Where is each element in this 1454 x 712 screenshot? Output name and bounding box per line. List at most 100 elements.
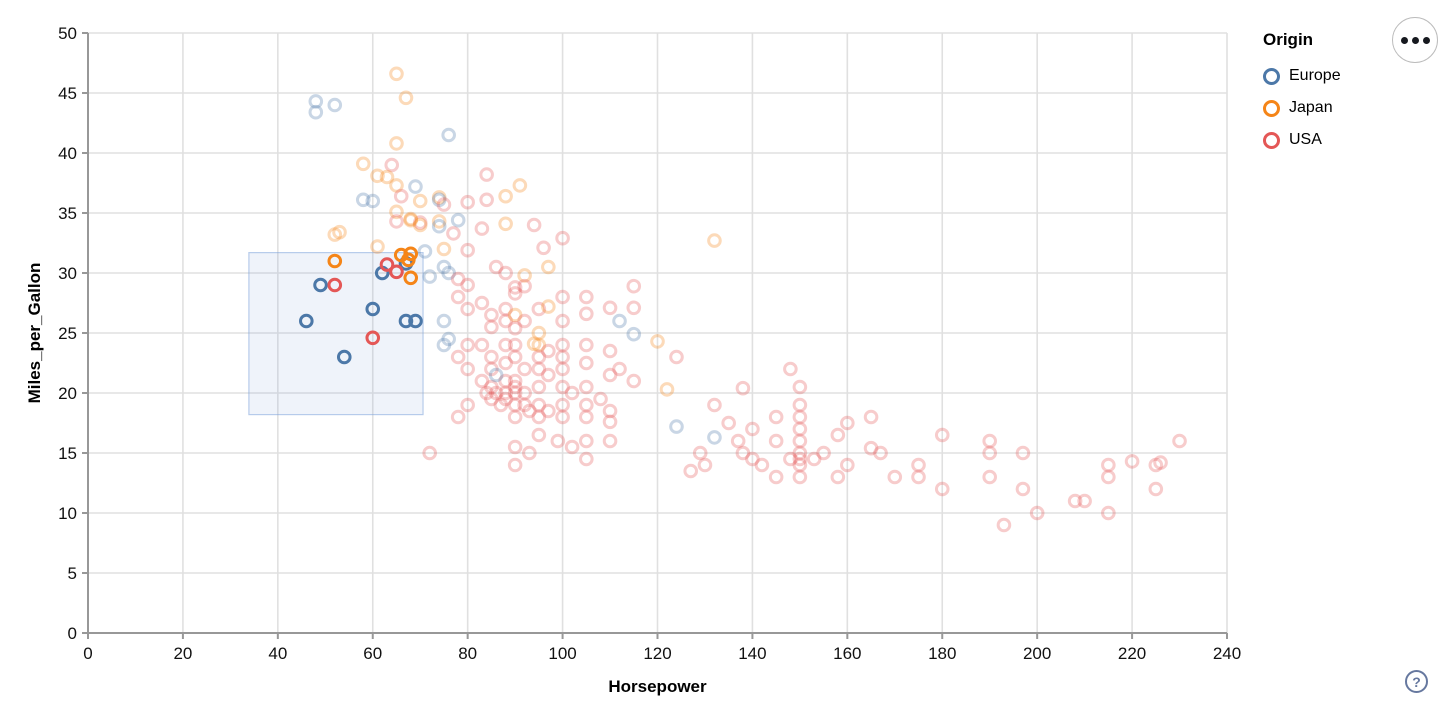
- scatter-point: [484, 379, 499, 395]
- scatter-point: [602, 414, 618, 430]
- scatter-point: [526, 217, 542, 233]
- scatter-point: [626, 300, 642, 316]
- scatter-point: [806, 451, 822, 467]
- scatter-point: [332, 224, 347, 240]
- scatter-point: [507, 286, 523, 301]
- scatter-point: [488, 385, 504, 401]
- scatter-point: [431, 192, 447, 208]
- scatter-point: [669, 419, 684, 434]
- scatter-point: [602, 300, 618, 316]
- scatter-point: [507, 409, 523, 425]
- scatter-point: [536, 240, 551, 256]
- scatter-point: [816, 445, 831, 461]
- legend-item-label: USA: [1289, 131, 1322, 148]
- scatter-point: [389, 66, 404, 82]
- scatter-point: [398, 90, 414, 106]
- scatter-point: [479, 385, 494, 401]
- scatter-point: [707, 397, 722, 413]
- scatter-point: [579, 289, 594, 305]
- scatter-point: [450, 271, 466, 287]
- scatter-point: [579, 355, 594, 371]
- scatter-point: [398, 313, 414, 329]
- y-tick-label: 50: [58, 24, 77, 43]
- scatter-point: [612, 361, 627, 377]
- scatter-point: [1124, 454, 1140, 469]
- scatter-point: [745, 451, 760, 467]
- scatter-point: [412, 217, 428, 233]
- scatter-point: [555, 397, 570, 413]
- scatter-point: [735, 445, 751, 461]
- scatter-point: [555, 230, 570, 246]
- scatter-point: [498, 301, 513, 317]
- x-tick-label: 120: [643, 644, 671, 663]
- x-axis-title: Horsepower: [608, 677, 707, 696]
- x-tick-label: 0: [83, 644, 92, 663]
- scatter-point: [379, 169, 395, 185]
- scatter-point: [792, 457, 808, 473]
- scatter-point: [768, 409, 784, 425]
- scatter-point: [336, 349, 352, 365]
- scatter-point: [555, 361, 570, 377]
- scatter-point: [579, 409, 594, 425]
- scatter-point: [355, 156, 371, 172]
- scatter-point: [721, 415, 736, 431]
- scatter-point: [602, 343, 618, 359]
- scatter-point: [498, 216, 513, 232]
- scatter-point: [531, 427, 547, 443]
- scatter-point: [436, 241, 452, 257]
- scatter-point: [531, 349, 547, 365]
- scatter-point: [754, 457, 770, 473]
- scatter-point: [602, 433, 618, 449]
- scatter-point: [441, 265, 456, 281]
- scatter-point: [389, 214, 404, 229]
- legend-title: Origin: [1263, 30, 1314, 49]
- scatter-point: [531, 337, 547, 353]
- scatter-point: [531, 397, 547, 413]
- scatter-point: [541, 403, 556, 419]
- scatter-point: [422, 269, 438, 284]
- scatter-point: [783, 361, 798, 377]
- scatter-point: [389, 136, 404, 151]
- ellipsis-icon: [1400, 36, 1408, 44]
- scatter-point: [488, 367, 504, 383]
- y-tick-label: 45: [58, 84, 77, 103]
- scatter-point: [887, 469, 903, 485]
- scatter-point: [507, 337, 523, 353]
- scatter-point: [365, 193, 381, 209]
- scatter-point: [1067, 493, 1083, 509]
- chart-actions-menu-button[interactable]: [1392, 17, 1438, 63]
- scatter-point: [370, 239, 385, 254]
- scatter-point: [474, 373, 490, 389]
- scatter-point: [327, 277, 343, 293]
- scatter-point: [792, 433, 808, 449]
- y-tick-label: 15: [58, 444, 77, 463]
- scatter-point: [327, 227, 343, 242]
- help-icon[interactable]: ?: [1405, 670, 1428, 693]
- legend-item-europe: Europe: [1263, 60, 1393, 92]
- scatter-point: [873, 445, 888, 461]
- scatter-point: [707, 233, 722, 248]
- ellipsis-icon: [1411, 36, 1419, 44]
- scatter-point: [830, 427, 846, 443]
- scatter-point: [730, 433, 746, 449]
- scatter-point: [507, 397, 523, 413]
- scatter-point: [626, 278, 642, 294]
- scatter-point: [517, 361, 532, 377]
- scatter-point: [460, 194, 475, 210]
- scatter-point: [507, 320, 523, 336]
- scatter-point: [389, 178, 404, 193]
- scatter-point: [792, 421, 808, 437]
- scatter-point: [792, 469, 808, 485]
- scatter-point: [564, 439, 580, 455]
- scatter-point: [1077, 493, 1092, 509]
- scatter-point: [484, 361, 499, 377]
- legend-item-usa: USA: [1263, 124, 1393, 156]
- y-axis-title: Miles_per_Gallon: [25, 263, 44, 404]
- scatter-point: [531, 379, 547, 395]
- scatter-point: [745, 421, 760, 437]
- scatter-point: [840, 457, 855, 473]
- scatter-point: [507, 373, 523, 389]
- y-tick-label: 10: [58, 504, 77, 523]
- scatter-point: [1029, 505, 1045, 521]
